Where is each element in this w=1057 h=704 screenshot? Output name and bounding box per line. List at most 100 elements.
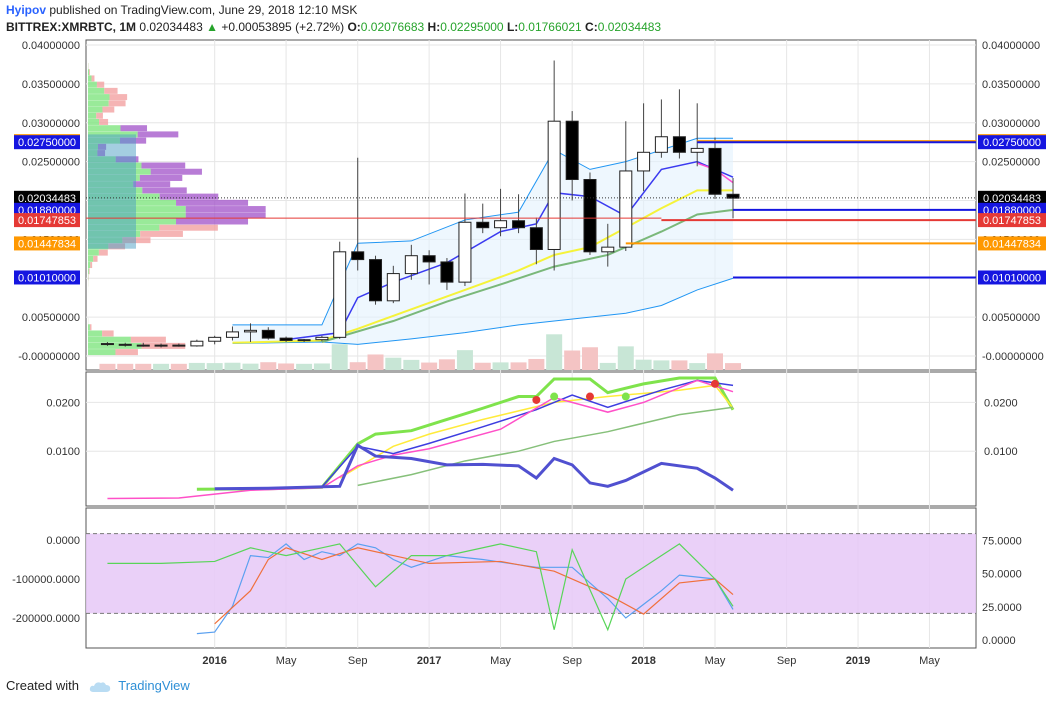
indicator-dot — [621, 392, 630, 401]
chart-header: Hyipov published on TradingView.com, Jun… — [6, 2, 661, 36]
volume-bar — [331, 344, 348, 370]
indicator-series-line — [321, 379, 734, 488]
volume-bar — [635, 359, 652, 370]
volume-profile-down — [89, 69, 90, 76]
oscillator-band — [86, 533, 976, 614]
volume-bar — [224, 362, 241, 370]
price-label-right: 0.01010000 — [983, 272, 1041, 284]
candle-body — [422, 255, 436, 263]
volume-profile-down — [142, 187, 187, 194]
price-label-right-bg — [978, 190, 1046, 205]
candle-body — [529, 227, 543, 250]
volume-profile-up — [88, 324, 90, 331]
volume-profile-down — [115, 349, 138, 356]
indicator-pane[interactable] — [107, 376, 735, 500]
oscillator-series-line — [214, 547, 734, 625]
volume-profile-down — [98, 249, 108, 256]
price-label-left-bg — [14, 236, 80, 251]
volume-bar — [260, 362, 277, 370]
publisher-name[interactable]: Hyipov — [6, 3, 47, 17]
volume-profile-down — [139, 174, 183, 181]
oscillator-y-label-right: 50.0000 — [982, 569, 1022, 581]
volume-bar — [689, 363, 706, 370]
oscillator-y-label-right: 0.0000 — [982, 635, 1016, 647]
oscillator-series-line — [196, 543, 734, 635]
volume-profile-down — [137, 131, 179, 138]
volume-profile-down — [102, 106, 115, 113]
candle-body — [637, 151, 651, 172]
volume-profile-down — [109, 94, 128, 101]
volume-profile-up — [88, 81, 97, 88]
candle-body — [547, 120, 561, 250]
volume-profile-up — [88, 118, 100, 125]
x-tick-label: 2017 — [417, 655, 441, 667]
volume-profile-down — [93, 255, 98, 262]
volume-bar — [510, 362, 527, 370]
candle-body — [136, 344, 150, 347]
y-tick-label-left: 0.04000000 — [22, 40, 80, 52]
volume-bar — [170, 363, 187, 370]
bollinger-lower-line — [232, 277, 734, 345]
candle-body — [726, 193, 740, 199]
candle-body — [297, 339, 311, 342]
price-pane[interactable] — [86, 60, 976, 370]
candle-body — [190, 340, 204, 347]
price-label-right-bg — [978, 213, 1046, 228]
y-tick-label-left: -0.00000000 — [18, 351, 80, 363]
tradingview-brand-link[interactable]: TradingView — [118, 678, 190, 693]
volume-bar — [653, 360, 670, 370]
candle-body — [279, 337, 293, 341]
candle-body — [404, 255, 418, 275]
volume-profile-up — [88, 112, 97, 119]
volume-profile-up — [88, 100, 109, 107]
volume-bar — [117, 363, 134, 370]
candle-body — [208, 336, 222, 342]
candle-body — [583, 179, 597, 253]
volume-bar — [153, 363, 170, 370]
volume-profile-up — [88, 206, 186, 213]
volume-bar — [367, 354, 384, 370]
volume-bar — [492, 362, 509, 370]
candle-body — [601, 246, 615, 253]
volume-profile-down — [90, 262, 93, 269]
volume-profile-up — [88, 87, 105, 94]
close-label: C: — [585, 20, 598, 34]
candle-body — [565, 120, 579, 181]
volume-profile-down — [99, 118, 109, 125]
high-value: 0.02295000 — [440, 20, 504, 34]
volume-bar — [456, 350, 473, 370]
volume-profile-down — [159, 224, 218, 231]
price-label-left: 0.01447834 — [18, 238, 76, 250]
volume-profile-up — [88, 330, 103, 337]
indicator-dot — [585, 392, 594, 401]
volume-bar — [135, 363, 152, 370]
volume-bar — [278, 363, 295, 370]
last-price: 0.02034483 — [139, 20, 203, 34]
volume-profile-down — [150, 168, 202, 175]
candle-body — [351, 251, 365, 261]
candle-body — [333, 251, 347, 338]
volume-bar — [206, 363, 223, 370]
indicator-dot — [550, 392, 559, 401]
oscillator-pane[interactable] — [86, 533, 976, 635]
volume-bar — [296, 363, 313, 370]
indicator-y-label-right: 0.0100 — [984, 446, 1018, 458]
x-tick-label: May — [490, 655, 511, 667]
price-change: +0.00053895 (+2.72%) — [221, 20, 345, 34]
open-value: 0.02076683 — [360, 20, 425, 34]
volume-profile-up — [88, 106, 103, 113]
volume-bar — [528, 358, 545, 370]
price-label-left: 0.01747853 — [18, 215, 76, 227]
oscillator-y-label-left: 0.0000 — [46, 535, 80, 547]
x-tick-label: Sep — [348, 655, 368, 667]
candle-body — [315, 336, 329, 341]
volume-profile-up — [88, 125, 121, 132]
candle-body — [118, 343, 132, 346]
x-tick-label: May — [705, 655, 726, 667]
volume-profile-down — [102, 330, 114, 337]
volume-profile-down — [130, 336, 166, 343]
candle-body — [512, 220, 526, 229]
volume-profile-up — [88, 336, 131, 343]
y-tick-label-right: 0.00500000 — [982, 312, 1040, 324]
